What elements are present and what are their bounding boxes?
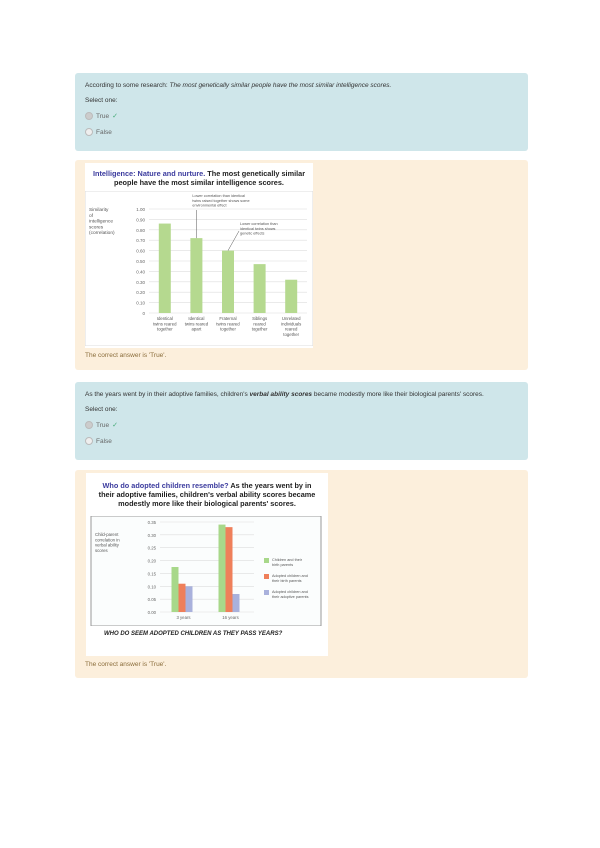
x-tick-label: 16 years [222, 615, 238, 620]
y-tick-label: 0.15 [148, 571, 157, 576]
bar [285, 279, 298, 313]
bar [158, 223, 171, 313]
x-tick-label: Fraternal twins reared together [216, 316, 240, 332]
x-tick-label: Unrelated individuals reared together [281, 316, 301, 337]
chart-adoption: 0.00 0.05 0.10 0.15 0.20 0.25 0.30 0.35 Child-pa… [90, 516, 322, 626]
y-tick-label: 0.40 [136, 269, 145, 274]
feedback-2: Who do adopted children resemble? As the… [75, 470, 528, 678]
legend-swatch [264, 574, 269, 579]
y-tick-label: 0.00 [148, 610, 157, 615]
option-label: False [96, 437, 112, 445]
y-tick-label: 0.10 [136, 301, 145, 306]
feedback-text: The correct answer is 'True'. [85, 352, 167, 359]
chart-frame [90, 516, 322, 626]
y-tick-label: 0.30 [148, 533, 157, 538]
y-tick-label: 0.60 [136, 249, 145, 254]
feedback-text: The correct answer is 'True'. [85, 661, 167, 668]
x-tick-label: Siblings reared together [252, 316, 268, 332]
radio-button[interactable] [85, 128, 93, 136]
x-tick-label: Identical twins reared together [153, 316, 177, 332]
bar [218, 524, 226, 612]
radio-button[interactable] [85, 112, 93, 120]
figure-adoption: Who do adopted children resemble? As the… [86, 473, 328, 656]
legend-label: Adopted children and their birth parents [272, 574, 308, 583]
select-label: Select one: [85, 97, 118, 104]
x-tick-label: 3 years [176, 615, 190, 620]
y-tick-label: 0.25 [148, 546, 157, 551]
legend-swatch [264, 558, 269, 563]
legend-swatch [264, 590, 269, 595]
y-tick-label: 1.00 [136, 207, 145, 212]
annotation: Lower correlation than identical twins sh… [240, 222, 278, 236]
question-text: According to some research: The most gen… [85, 82, 392, 89]
radio-button[interactable] [85, 421, 93, 429]
option-true[interactable]: True ✓ [85, 421, 518, 429]
bar [185, 586, 193, 612]
legend-label: Adopted children and their adoptive paren… [272, 590, 309, 599]
y-axis-label: Child-parent correlation in verbal ability… [95, 532, 120, 553]
annotation-line [227, 230, 240, 251]
annotation: Lower correlation than identical twins ra… [192, 194, 249, 208]
y-tick-label: 0.80 [136, 228, 145, 233]
option-label: True [96, 112, 110, 120]
y-tick-label: 0.10 [148, 584, 157, 589]
bar [232, 594, 240, 612]
figure-title: Who do adopted children resemble? As the… [98, 481, 316, 508]
check-icon: ✓ [112, 422, 118, 429]
bar [222, 250, 234, 313]
feedback-1: Intelligence: Nature and nurture. The mo… [75, 160, 528, 370]
y-tick-label: 0.05 [148, 597, 157, 602]
figure-intelligence: Intelligence: Nature and nurture. The mo… [85, 163, 313, 348]
bar [178, 583, 186, 612]
option-label: False [96, 128, 112, 136]
option-false[interactable]: False [85, 437, 518, 445]
bar [225, 527, 233, 612]
chart-intelligence: 0 0.10 0.20 0.30 0.40 0.50 0.60 0.70 0.80 0.90 1.0… [85, 191, 313, 346]
y-axis-label: Similarity of intelligence scores (correlati… [89, 207, 115, 236]
option-false[interactable]: False [85, 128, 518, 136]
figure-caption: WHO DO SEEM ADOPTED CHILDREN AS THEY PAS… [104, 631, 283, 637]
question-text: As the years went by in their adoptive f… [85, 391, 484, 398]
bar [190, 238, 203, 313]
y-tick-label: 0.35 [148, 520, 157, 525]
radio-button[interactable] [85, 437, 93, 445]
question-1: According to some research: The most gen… [75, 73, 528, 151]
check-icon: ✓ [112, 113, 118, 120]
select-label: Select one: [85, 406, 118, 413]
y-tick-label: 0 [142, 311, 145, 316]
option-true[interactable]: True ✓ [85, 112, 518, 120]
y-tick-label: 0.20 [148, 559, 157, 564]
bar [253, 264, 266, 313]
y-tick-label: 0.50 [136, 259, 145, 264]
y-tick-label: 0.20 [136, 290, 145, 295]
legend-label: Children and their birth parents [272, 558, 303, 567]
bar [171, 567, 179, 612]
option-label: True [96, 421, 110, 429]
figure-title: Intelligence: Nature and nurture. The mo… [92, 169, 306, 187]
x-tick-label: Identical twins reared apart [185, 316, 209, 332]
y-tick-label: 0.30 [136, 280, 145, 285]
question-2: As the years went by in their adoptive f… [75, 382, 528, 460]
y-tick-label: 0.70 [136, 238, 145, 243]
y-tick-label: 0.90 [136, 217, 145, 222]
